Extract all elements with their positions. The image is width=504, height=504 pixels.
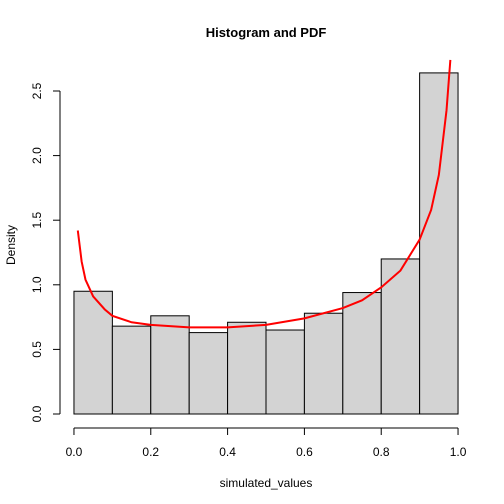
pdf-line xyxy=(76,59,452,329)
y-tick-label: 2.0 xyxy=(30,147,44,164)
histogram-bar xyxy=(150,315,190,415)
histogram-bar xyxy=(111,325,152,415)
y-tick-label: 1.0 xyxy=(30,276,44,293)
x-tick-label: 0.6 xyxy=(296,445,313,459)
x-axis-label: simulated_values xyxy=(220,476,313,490)
histogram-bar xyxy=(227,321,267,415)
x-tick-label: 0.4 xyxy=(219,445,236,459)
histogram-bar xyxy=(303,312,344,415)
chart-title: Histogram and PDF xyxy=(206,25,327,40)
histogram-bar xyxy=(419,72,459,415)
x-tick-label: 0.0 xyxy=(66,445,83,459)
histogram-bar xyxy=(188,332,229,415)
histogram-bar xyxy=(342,292,382,415)
y-axis-label: Density xyxy=(4,225,18,265)
x-tick-label: 0.8 xyxy=(373,445,390,459)
histogram-bar xyxy=(265,329,305,415)
y-tick-label: 1.5 xyxy=(30,212,44,229)
x-tick-label: 0.2 xyxy=(142,445,159,459)
y-tick-label: 2.5 xyxy=(30,82,44,99)
y-tick-label: 0.0 xyxy=(30,405,44,422)
y-tick-label: 0.5 xyxy=(30,341,44,358)
x-tick-label: 1.0 xyxy=(450,445,467,459)
